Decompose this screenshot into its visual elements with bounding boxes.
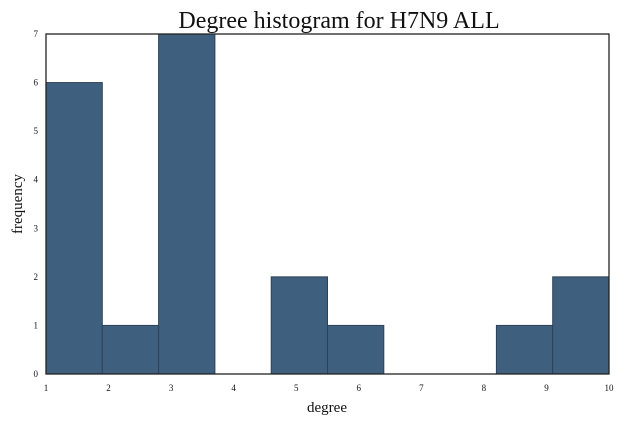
- x-tick-label: 5: [294, 383, 299, 393]
- y-axis-ticks: 0 1 2 3 4 5 6 7: [34, 29, 39, 379]
- histogram-bar: [101, 324, 160, 375]
- x-tick-label: 10: [605, 383, 615, 393]
- y-tick-label: 5: [34, 126, 39, 136]
- x-tick-label: 9: [544, 383, 549, 393]
- x-tick-label: 2: [106, 383, 111, 393]
- histogram-bar: [270, 276, 329, 375]
- y-axis-label: frequency: [10, 174, 26, 234]
- x-tick-label: 8: [482, 383, 487, 393]
- x-tick-label: 7: [419, 383, 424, 393]
- chart-title: Degree histogram for H7N9 ALL: [178, 8, 499, 34]
- histogram-bar: [552, 276, 610, 375]
- bars-group: [45, 33, 610, 375]
- histogram-bar: [327, 324, 385, 375]
- y-tick-label: 2: [34, 272, 39, 282]
- y-tick-label: 1: [34, 320, 39, 330]
- histogram-bar: [158, 33, 216, 375]
- x-tick-label: 4: [231, 383, 236, 393]
- y-tick-label: 7: [34, 29, 39, 39]
- y-tick-label: 0: [34, 369, 39, 379]
- y-tick-label: 4: [34, 175, 39, 185]
- y-tick-label: 3: [34, 223, 39, 233]
- x-tick-label: 6: [357, 383, 362, 393]
- x-axis-ticks: 1 2 3 4 5 6 7 8 9 10: [44, 383, 614, 393]
- y-tick-label: 6: [34, 78, 39, 88]
- histogram-bar: [495, 324, 554, 375]
- plot-frame: [45, 33, 610, 375]
- x-axis-label: degree: [307, 400, 347, 416]
- x-tick-label: 3: [169, 383, 174, 393]
- x-tick-label: 1: [44, 383, 49, 393]
- histogram-bar: [45, 82, 103, 375]
